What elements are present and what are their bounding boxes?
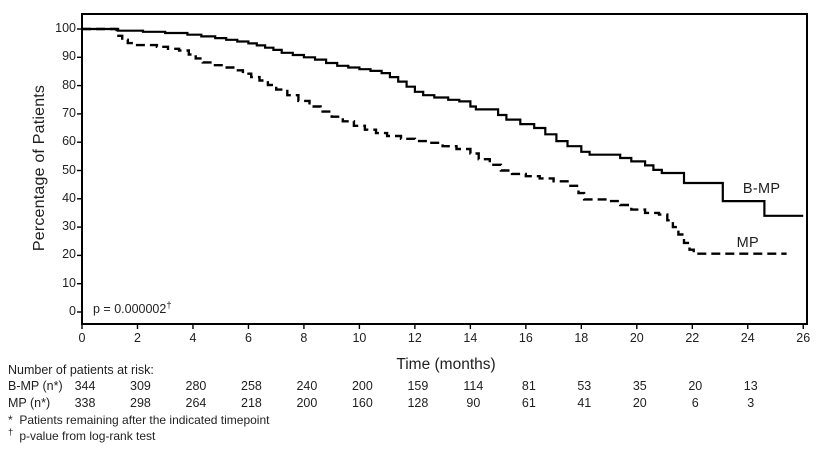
x-tick-label: 0 bbox=[78, 331, 86, 345]
risk-value: 160 bbox=[351, 396, 373, 410]
risk-value: 13 bbox=[743, 379, 758, 393]
y-tick-label: 40 bbox=[62, 190, 76, 205]
risk-value: 298 bbox=[130, 396, 151, 410]
x-tick-label: 22 bbox=[685, 331, 700, 345]
footnote-text: Patients remaining after the indicated t… bbox=[16, 413, 270, 427]
risk-value: 20 bbox=[632, 396, 647, 410]
x-tick-label: 4 bbox=[189, 331, 197, 345]
risk-value: 200 bbox=[296, 396, 318, 410]
x-tick-label: 14 bbox=[463, 331, 478, 345]
x-tick-label: 6 bbox=[244, 331, 252, 345]
footnote: * Patients remaining after the indicated… bbox=[8, 413, 269, 427]
x-tick-label: 24 bbox=[740, 331, 755, 345]
risk-value: 6 bbox=[691, 396, 699, 410]
risk-value: 53 bbox=[577, 379, 592, 393]
y-tick-label: 80 bbox=[62, 77, 76, 92]
risk-value: 264 bbox=[185, 396, 207, 410]
risk-value: 114 bbox=[463, 379, 484, 393]
risk-value: 90 bbox=[466, 396, 481, 410]
x-tick-label: 2 bbox=[133, 331, 141, 345]
curve-b-mp bbox=[82, 27, 804, 217]
risk-value: 41 bbox=[577, 396, 592, 410]
risk-value: 258 bbox=[241, 379, 262, 393]
risk-value: 61 bbox=[521, 396, 536, 410]
x-tick-label: 18 bbox=[574, 331, 589, 345]
y-tick-label: 0 bbox=[69, 304, 76, 318]
risk-value: 128 bbox=[407, 396, 429, 410]
x-tick-label: 10 bbox=[352, 331, 367, 345]
curve-mp bbox=[82, 27, 787, 255]
footnote: † p-value from log-rank test bbox=[8, 427, 155, 443]
risk-value: 200 bbox=[351, 379, 373, 393]
risk-value: 159 bbox=[407, 379, 429, 393]
risk-value: 81 bbox=[521, 379, 536, 393]
p-value-annotation: p = 0.000002† bbox=[93, 300, 172, 316]
risk-value: 280 bbox=[185, 379, 207, 393]
footnote-marker: * bbox=[8, 413, 13, 427]
footnote-text: p-value from log-rank test bbox=[16, 429, 156, 443]
risk-value: 35 bbox=[632, 379, 647, 393]
risk-value: 20 bbox=[688, 379, 703, 393]
risk-value: 344 bbox=[74, 379, 96, 393]
risk-row-label: MP (n*) bbox=[8, 396, 51, 410]
risk-table-title: Number of patients at risk: bbox=[8, 363, 154, 377]
x-tick-label: 20 bbox=[629, 331, 644, 345]
y-tick-label: 10 bbox=[62, 275, 76, 290]
footnote-marker: † bbox=[8, 427, 14, 438]
risk-value: 338 bbox=[74, 396, 96, 410]
curve-label-mp: MP bbox=[736, 234, 759, 251]
risk-value: 3 bbox=[747, 396, 755, 410]
y-tick-label: 90 bbox=[62, 49, 76, 64]
x-axis-title: Time (months) bbox=[396, 356, 496, 373]
y-tick-label: 20 bbox=[62, 247, 76, 262]
y-tick-label: 60 bbox=[62, 134, 76, 149]
p-value-text: p = 0.000002 bbox=[93, 302, 167, 317]
risk-value: 240 bbox=[296, 379, 318, 393]
y-tick-label: 100 bbox=[55, 21, 76, 35]
risk-value: 218 bbox=[241, 396, 262, 410]
y-tick-label: 50 bbox=[62, 162, 76, 177]
y-tick-label: 30 bbox=[62, 219, 76, 234]
plot-border bbox=[81, 13, 808, 325]
p-value-dagger: † bbox=[166, 300, 172, 311]
x-tick-label: 12 bbox=[407, 331, 422, 345]
curve-label-bmp: B-MP bbox=[742, 180, 781, 197]
x-tick-label: 26 bbox=[796, 331, 811, 345]
x-tick-label: 8 bbox=[300, 331, 308, 345]
x-tick-label: 16 bbox=[518, 331, 533, 345]
risk-row-label: B-MP (n*) bbox=[8, 379, 63, 393]
y-tick-label: 70 bbox=[62, 105, 76, 120]
risk-value: 309 bbox=[130, 379, 151, 393]
